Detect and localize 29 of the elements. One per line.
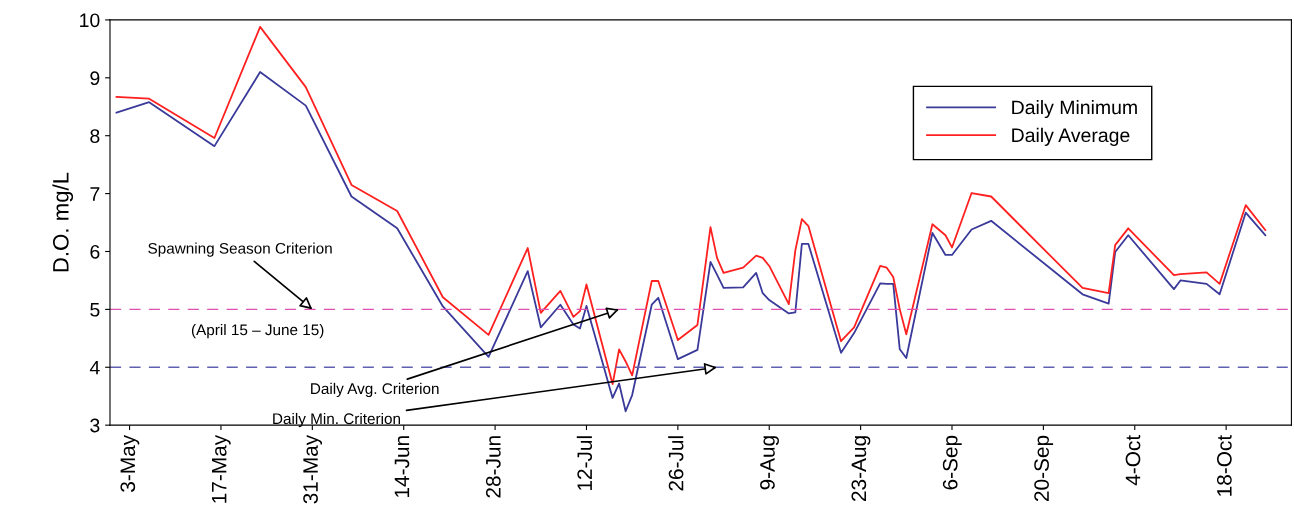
y-tick-label: 10 [80, 13, 100, 28]
y-axis-title: D.O. mg/L [52, 172, 74, 272]
x-tick-label: 26-Jul [668, 436, 684, 491]
legend-label: Daily Average [1012, 127, 1130, 146]
y-tick-label: 4 [89, 360, 100, 375]
y-tick-label: 5 [90, 303, 100, 317]
x-tick-label: 9-Aug [760, 436, 779, 490]
x-tick-label: 20-Sep [1034, 435, 1054, 501]
y-tick-label: 8 [90, 129, 100, 143]
annotation: (April 15 – June 15) [191, 324, 324, 339]
x-tick-label: 4-Oct [1125, 435, 1141, 486]
x-tick-label: 6-Sep [942, 435, 962, 490]
x-tick-label: 14-Jun [394, 436, 410, 497]
annotation: Daily Min. Criterion [273, 412, 400, 428]
annotation: Daily Avg. Criterion [311, 382, 439, 398]
y-tick-label: 9 [90, 71, 100, 86]
line-series [115, 71, 1267, 413]
legend-label: Daily Minimum [1012, 99, 1137, 119]
y-tick-label: 6 [90, 244, 100, 259]
x-tick-label: 17-May [212, 434, 231, 503]
annotation: Spawning Season Criterion [148, 242, 332, 257]
x-tick-label: 28-Jun [485, 436, 501, 498]
x-tick-label: 18-Oct [1216, 435, 1232, 496]
x-tick-label: 31-May [303, 434, 323, 504]
y-tick-label: 3 [90, 418, 100, 433]
x-tick-label: 3-May [120, 434, 140, 492]
x-tick-label: 23-Aug [851, 436, 871, 501]
y-tick-label: 7 [90, 187, 100, 201]
x-tick-label: 12-Jul [576, 436, 593, 491]
